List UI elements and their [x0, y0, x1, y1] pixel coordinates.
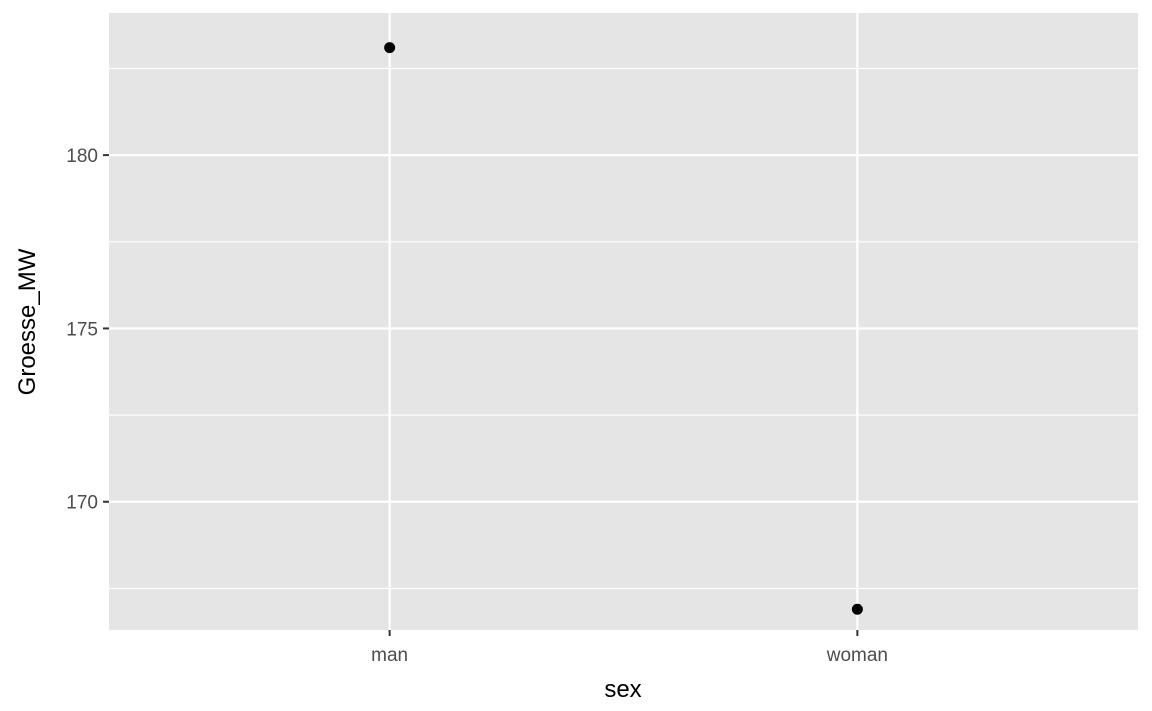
x-tick-label: woman	[826, 645, 888, 666]
y-axis-title: Groesse_MW	[14, 248, 41, 395]
y-tick-label: 180	[66, 146, 98, 167]
minor-gridlines	[109, 67, 1138, 589]
y-axis: 170 175 180	[66, 146, 109, 514]
y-tick-label: 170	[66, 493, 98, 514]
x-axis: man woman	[371, 630, 888, 666]
major-gridlines	[109, 13, 1138, 630]
x-axis-title: sex	[604, 676, 641, 703]
data-point	[384, 42, 396, 54]
plot-panel	[109, 13, 1138, 630]
data-point	[851, 603, 863, 615]
x-tick-label: man	[371, 645, 408, 666]
data-points	[384, 42, 863, 615]
y-tick-label: 175	[66, 319, 98, 340]
